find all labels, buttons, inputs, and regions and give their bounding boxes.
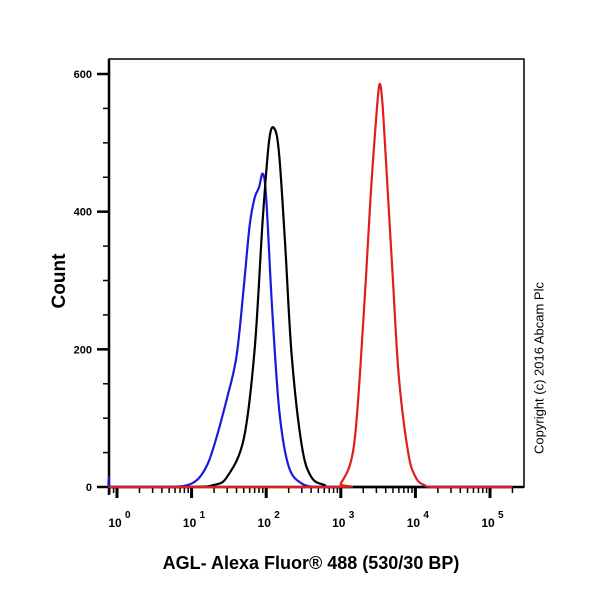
- svg-text:10: 10: [407, 516, 421, 530]
- x-tick-label: 105: [481, 510, 504, 530]
- svg-text:10: 10: [108, 516, 122, 530]
- svg-text:3: 3: [349, 510, 355, 521]
- y-tick-label: 200: [74, 344, 92, 356]
- y-axis: 0 200 400 600: [74, 69, 109, 494]
- y-tick-label: 0: [86, 482, 92, 494]
- x-axis-label: AGL- Alexa Fluor® 488 (530/30 BP): [162, 553, 460, 573]
- svg-text:10: 10: [183, 516, 197, 530]
- series-line-agl-antibody: [108, 82, 513, 489]
- series-line-isotype-control: [108, 126, 513, 489]
- plot-frame: [107, 58, 525, 495]
- svg-text:0: 0: [125, 510, 131, 521]
- svg-text:5: 5: [498, 510, 504, 521]
- svg-text:4: 4: [423, 510, 429, 521]
- series-layer: [107, 82, 513, 489]
- y-tick-label: 400: [74, 207, 92, 219]
- x-tick-label: 104: [407, 510, 430, 530]
- svg-text:10: 10: [481, 516, 495, 530]
- x-tick-label: 100: [108, 510, 131, 530]
- series-line-unlabelled-control: [107, 172, 513, 489]
- svg-text:2: 2: [274, 510, 280, 521]
- copyright-notice: Copyright (c) 2016 Abcam Plc: [531, 282, 547, 454]
- svg-text:1: 1: [200, 510, 206, 521]
- x-tick-label: 101: [183, 510, 206, 530]
- x-tick-label: 103: [332, 510, 355, 530]
- y-axis-label: Count: [49, 253, 70, 309]
- x-tick-label: 102: [258, 510, 281, 530]
- svg-text:10: 10: [332, 516, 346, 530]
- svg-text:10: 10: [258, 516, 272, 530]
- plot-border: [108, 58, 525, 488]
- y-tick-label: 600: [74, 69, 92, 81]
